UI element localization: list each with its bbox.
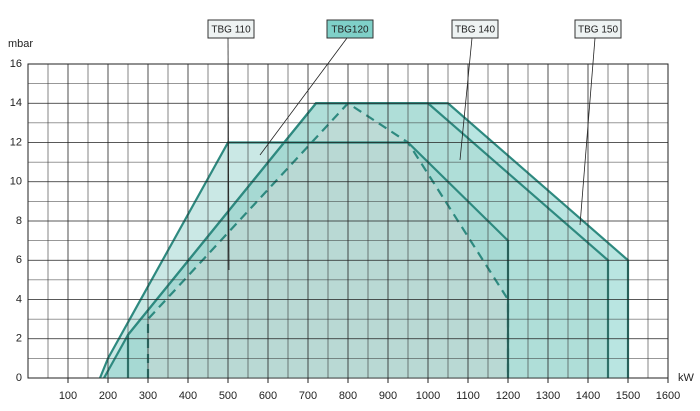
y-tick-label: 14 [10,97,22,109]
x-tick-label: 200 [99,390,117,402]
x-tick-label: 1400 [576,390,600,402]
legend-box [574,19,622,39]
x-tick-label: 600 [259,390,277,402]
y-axis-label: mbar [8,38,33,50]
y-tick-label: 0 [16,372,22,384]
x-axis-label: kW [678,372,695,384]
x-tick-label: 500 [219,390,237,402]
x-tick-label: 1500 [616,390,640,402]
x-tick-label: 100 [59,390,77,402]
callout-line [259,37,348,156]
x-tick-label: 700 [299,390,317,402]
x-tick-label: 1000 [416,390,440,402]
x-tick-label: 400 [179,390,197,402]
legend-box [207,19,255,39]
legend-box [451,19,499,39]
y-tick-label: 12 [10,136,22,148]
y-tick-label: 2 [16,333,22,345]
y-tick-label: 4 [16,293,22,305]
legend-label: TBG120 [331,25,369,36]
y-tick-label: 6 [16,254,22,266]
x-tick-label: 800 [339,390,357,402]
x-tick-label: 1100 [456,390,480,402]
x-tick-label: 1300 [536,390,560,402]
legend-label: TBG 150 [578,25,618,36]
x-tick-label: 300 [139,390,157,402]
legend-box [326,19,374,39]
y-tick-label: 10 [10,176,22,188]
legend-label: TBG 140 [455,25,495,36]
x-tick-label: 900 [379,390,397,402]
y-tick-label: 8 [16,215,22,227]
y-tick-label: 16 [10,58,22,70]
x-tick-label: 1200 [496,390,520,402]
grid [28,63,669,379]
legend-label: TBG 110 [211,25,251,36]
callout-line [459,37,473,161]
callout-line [227,37,230,271]
callout-line [579,37,596,226]
x-tick-label: 1600 [656,390,680,402]
